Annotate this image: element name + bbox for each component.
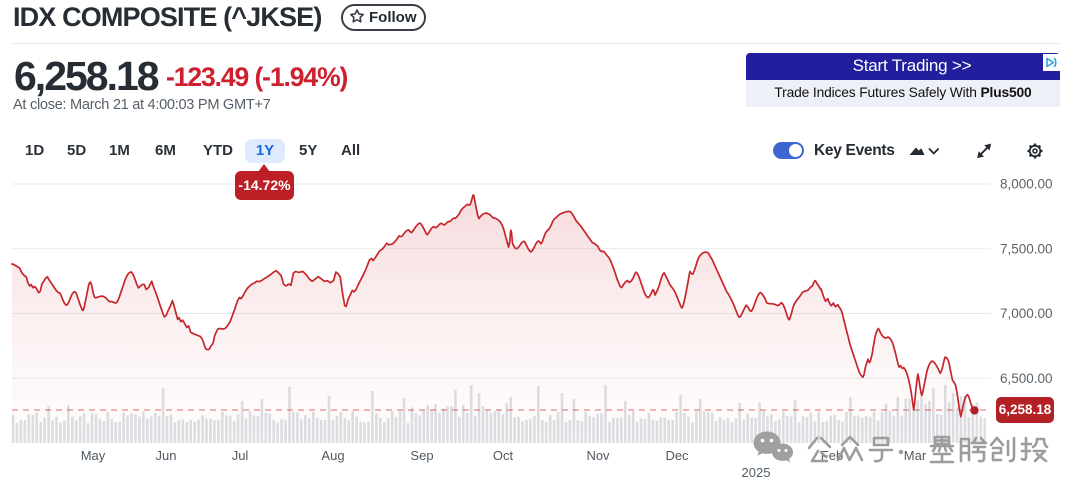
svg-text:2025: 2025 [742,465,771,480]
svg-text:Nov: Nov [586,448,610,463]
svg-text:6,500.00: 6,500.00 [1000,371,1053,386]
svg-text:May: May [81,448,106,463]
svg-text:Sep: Sep [410,448,433,463]
svg-text:8,000.00: 8,000.00 [1000,177,1053,192]
svg-text:Dec: Dec [665,448,689,463]
svg-text:Jun: Jun [156,448,177,463]
svg-text:Jul: Jul [232,448,249,463]
svg-text:Oct: Oct [493,448,514,463]
svg-text:Mar: Mar [904,448,927,463]
svg-text:Aug: Aug [321,448,344,463]
svg-text:7,500.00: 7,500.00 [1000,242,1053,257]
svg-text:7,000.00: 7,000.00 [1000,306,1053,321]
